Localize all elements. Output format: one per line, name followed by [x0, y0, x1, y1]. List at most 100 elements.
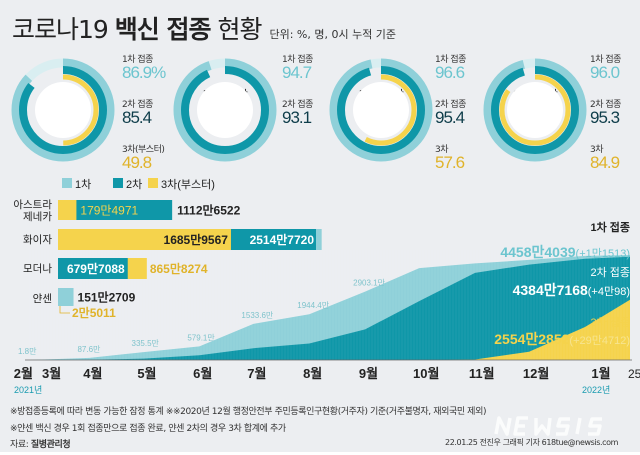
total-number: 4384만7168: [513, 282, 588, 298]
bar-category-label: 화이자: [23, 234, 52, 246]
bar-value-label: 1112만6522: [177, 203, 240, 218]
area-series-3: [30, 299, 630, 360]
rate-label: 1차 접종: [590, 55, 621, 65]
donut-arc-dose2: [491, 66, 579, 154]
donut-2: [173, 58, 277, 162]
rate-label: 3차: [435, 145, 449, 155]
legend-swatch-dose2: [113, 178, 123, 188]
bar-category-label: 얀센: [33, 292, 52, 305]
x-tick-label: 10월: [413, 366, 439, 381]
bar-category-label: 모더나: [23, 263, 52, 275]
total-number: 2554만2852: [494, 331, 569, 347]
donut-center: [353, 82, 409, 138]
rate-label: 2차 접종: [590, 100, 621, 110]
donut-1: [11, 58, 115, 162]
point-label: 87.6만: [77, 345, 101, 354]
donut-arc-dose1: [173, 58, 277, 162]
donut-center: [197, 82, 253, 138]
point-label: 335.5만: [132, 339, 160, 348]
source-name: 질병관리청: [30, 440, 71, 450]
rate-label: 2차 접종: [435, 100, 466, 110]
rate-value-dose3: 57.6: [435, 153, 465, 172]
legend-label: 3차(부스터): [161, 178, 215, 191]
category-line: 얀센: [33, 292, 52, 305]
x-tick-label: 11월: [469, 366, 495, 381]
x-tick-label: 5월: [137, 366, 156, 381]
x-tick-label: 12월: [523, 366, 549, 381]
category-line: 모더나: [23, 263, 52, 275]
rate-value-dose1: 86.9%: [122, 63, 166, 82]
point-label: 579.1만: [187, 333, 215, 342]
rate-label: 1차 접종: [282, 55, 313, 65]
bar-value-label: 2만5011: [72, 305, 116, 320]
donut-3: [329, 58, 433, 162]
year-label: 2021년: [14, 385, 42, 395]
footnote-1: ※방접종등록에 따라 변동 가능한 잠정 통계 ※※2020년 12월 행정안전…: [10, 407, 487, 417]
point-label: 1944.4만: [297, 301, 329, 310]
donut-arc-dose1: [11, 58, 115, 162]
rate-label: 3차(부스터): [122, 145, 165, 155]
rate-value-dose2: 95.3: [590, 108, 620, 127]
donut-arc-dose3: [345, 74, 417, 146]
bar-value-label: 179만4971: [80, 204, 138, 218]
connector-line: [59, 306, 70, 314]
source-label: 자료:: [10, 440, 29, 450]
bar-dose3: [58, 229, 231, 250]
legend-label: 2차: [126, 178, 142, 191]
watermark-logo: [494, 416, 602, 436]
total-value-dose1: 4458만4039(+1만1513): [500, 244, 630, 260]
area-series-2: [30, 256, 630, 360]
category-line: 제네카: [23, 211, 52, 223]
total-label-dose1: 1차 접종: [590, 220, 630, 234]
category-line: 아스트라: [13, 199, 52, 211]
x-tick-label: 25일: [628, 367, 640, 381]
legend-label: 1차: [75, 178, 91, 191]
rate-value-dose3: 49.8: [122, 153, 152, 172]
x-tick-label: 7월: [247, 366, 266, 381]
point-label: 1.8만: [18, 347, 37, 356]
total-number: 4458만4039: [500, 244, 575, 260]
donut-arc-dose2: [181, 66, 269, 154]
total-value-dose2: 4384만7168(+4만98): [513, 282, 630, 298]
donut-arc-dose2: [337, 66, 425, 154]
bar-value-label: 2514만7720: [250, 232, 315, 247]
x-tick-label: 1월: [591, 366, 610, 381]
rate-value-dose2: 95.4: [435, 108, 465, 127]
total-value-dose3: 2554만2852(+29만4712): [494, 331, 630, 347]
bar-value-label: 1685만9567: [164, 232, 229, 247]
rate-value-dose2: 85.4: [122, 108, 152, 127]
x-tick-label: 8월: [303, 366, 322, 381]
source: 자료: 질병관리청: [10, 437, 71, 450]
donut-arc-dose2: [19, 66, 107, 154]
donut-arc-dose1: [483, 58, 587, 162]
category-line: 화이자: [23, 234, 52, 246]
donut-arc-dose3: [499, 74, 571, 146]
unit-note: 단위: %, 명, 0시 누적 기준: [269, 28, 397, 41]
bar-value-label: 865만8274: [150, 261, 208, 276]
credit: 22.01.25 전진우 그래픽 기자 618tue@newsis.com: [445, 438, 618, 447]
bar-dose2: [58, 258, 128, 279]
title-part: 코로나19: [12, 15, 109, 44]
rate-label: 1차 접종: [435, 55, 466, 65]
total-label-dose3: 3차 접종: [590, 316, 630, 329]
title-bold: 백신 접종: [114, 15, 212, 44]
legend-swatch-dose3: [148, 178, 158, 188]
bar-dose2: [58, 200, 173, 220]
x-tick-label: 9월: [359, 366, 378, 381]
donut-arc-dose3: [27, 74, 99, 146]
bar-category-label: 아스트라 제네카: [13, 199, 52, 223]
x-tick-label: 6월: [193, 366, 212, 381]
point-label: 1533.6만: [241, 311, 273, 320]
bar-dose3: [58, 200, 77, 220]
x-tick-label: 3월: [42, 366, 61, 381]
rate-label: 3차: [590, 145, 604, 155]
total-change: (+1만1513): [576, 247, 630, 260]
rate-label: 2차 접종: [282, 100, 313, 110]
bar-value-label: 151만2709: [78, 290, 136, 305]
legend-swatch-dose1: [62, 178, 72, 188]
page-title: 코로나19 백신 접종 현황: [12, 10, 262, 46]
donut-4: [483, 58, 587, 162]
rate-label: 2차 접종: [122, 100, 153, 110]
